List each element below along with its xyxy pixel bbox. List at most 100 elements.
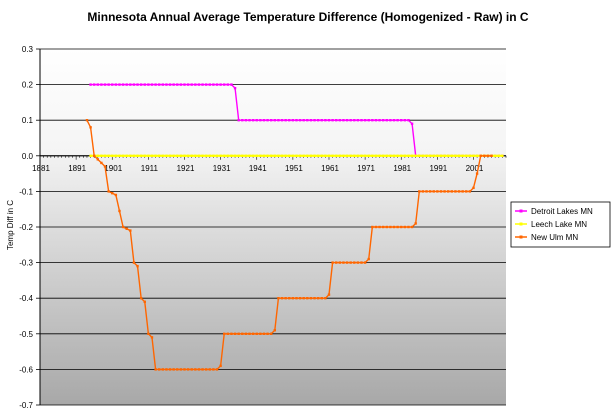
data-point [407,119,410,122]
data-point [353,154,356,157]
data-point [457,154,461,157]
data-point [172,83,175,86]
data-point [248,332,251,335]
data-point [338,154,342,157]
data-point [493,154,497,157]
data-point [197,154,201,157]
data-point [248,154,251,157]
data-point [136,154,139,157]
data-point [313,119,316,122]
data-point [150,154,154,157]
data-point [396,154,399,157]
data-point [92,83,96,86]
data-point [158,83,161,86]
data-point [327,293,331,296]
data-point [147,154,150,157]
data-point [421,190,425,193]
data-point [396,225,399,229]
data-point [306,154,309,157]
x-tick-label: 1911 [141,164,159,173]
data-point [465,190,468,193]
data-point [432,190,435,193]
data-point [194,83,197,86]
data-point [284,297,287,300]
data-point [251,332,255,335]
data-point [335,261,338,264]
data-point [139,83,143,86]
data-point [269,119,273,122]
data-point [244,332,248,335]
data-point [403,225,407,229]
data-point [248,119,251,122]
data-point [233,86,237,90]
data-point [425,154,428,157]
data-point [96,158,99,161]
data-point [168,368,172,371]
y-tick-label: -0.5 [19,330,33,339]
data-point [396,119,399,122]
data-point [233,154,237,157]
data-point [367,257,370,261]
data-point [118,154,121,157]
data-point [223,83,226,86]
data-point [179,154,183,157]
data-point [360,154,363,157]
data-point [418,190,421,193]
data-point [316,119,320,122]
data-point [269,154,273,157]
x-tick-label: 1971 [357,164,375,173]
data-point [165,83,168,86]
y-tick-label: -0.7 [19,401,33,410]
data-point [121,83,125,86]
data-point [230,332,233,335]
data-point [381,119,385,122]
data-point [204,83,208,86]
data-point [381,225,385,229]
data-point [410,154,414,157]
data-point [320,119,323,122]
data-point [158,368,161,371]
x-tick-label: 1941 [249,164,267,173]
data-point [356,119,360,122]
data-point [371,119,374,122]
data-point [139,297,143,300]
data-point [457,190,461,193]
data-point [107,83,110,86]
data-point [179,83,183,86]
data-point [349,119,352,122]
data-point [204,368,208,371]
data-point [103,83,107,86]
x-tick-label: 1991 [429,164,447,173]
data-point [226,83,230,86]
data-point [342,154,345,157]
data-point [392,119,396,122]
data-point [111,191,114,195]
data-point [486,154,490,157]
data-point [161,83,165,86]
data-point [168,154,172,157]
data-point [215,83,219,86]
data-point [226,332,230,335]
legend-marker [519,235,523,239]
y-tick-label: -0.3 [19,259,33,268]
x-tick-label: 1951 [285,164,303,173]
data-point [111,83,114,86]
legend-label: New Ulm MN [531,233,578,242]
data-point [345,154,349,157]
plot-area-negative [40,155,506,405]
data-point [472,186,475,190]
data-point [443,190,446,193]
data-point [371,225,374,229]
legend-label: Leech Lake MN [531,220,587,229]
data-point [143,154,146,157]
data-point [114,193,118,197]
data-point [490,154,493,157]
data-point [374,154,378,157]
data-point [439,190,443,193]
data-point [450,190,454,193]
data-point [165,368,168,371]
data-point [118,209,121,213]
data-point [208,368,211,371]
data-point [89,83,92,86]
data-point [172,368,175,371]
